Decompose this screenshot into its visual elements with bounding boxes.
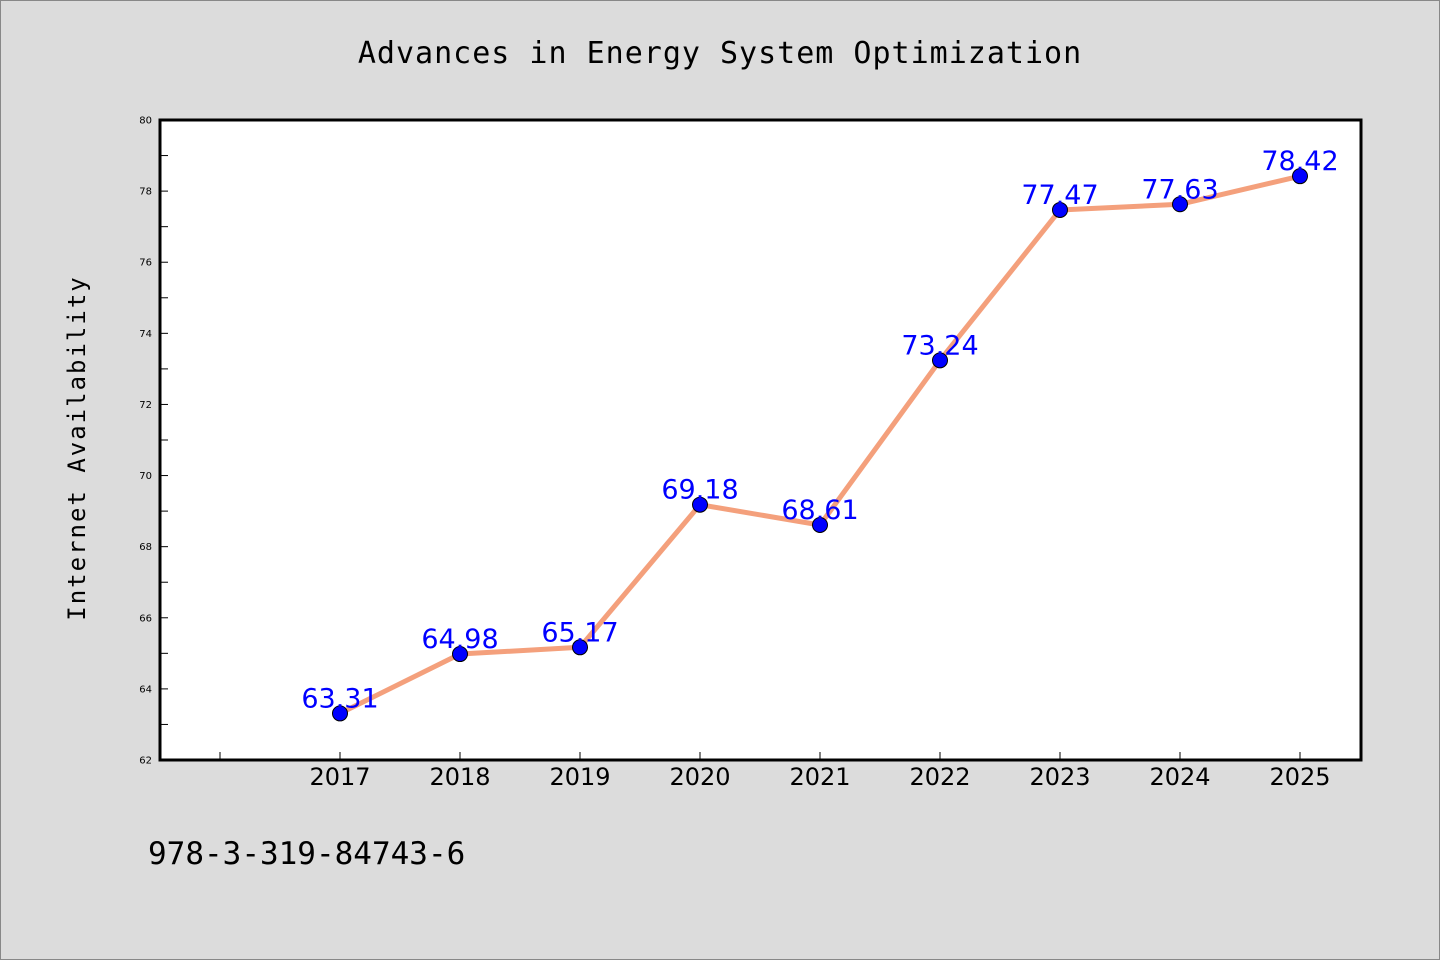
y-tick-label: 62 [139,756,152,767]
y-tick-label: 78 [139,187,152,198]
plot-frame [158,118,1363,762]
y-axis-label: Internet Availability [63,275,91,620]
chart-title: Advances in Energy System Optimization [358,36,1082,71]
data-label: 63.31 [301,683,378,714]
data-label: 73.24 [901,330,978,361]
data-label: 68.61 [781,495,858,526]
data-point [692,496,708,513]
y-tick-label: 76 [139,258,152,269]
data-point [932,352,948,369]
isbn-text: 978-3-319-84743-6 [148,836,465,872]
y-tick-label: 68 [139,542,152,553]
x-axis-ticks: 2017 2018 2019 2020 2021 2022 2023 2024 2025 [219,752,1331,791]
data-point [1172,196,1188,213]
x-tick-label: 2021 [789,763,850,791]
data-point [1292,168,1308,185]
y-tick-label: 80 [139,116,152,127]
data-label: 78.42 [1261,146,1338,177]
data-labels-layer: 63.31 64.98 65.17 69.18 68.61 73.24 77.47 77.63… [301,146,1338,714]
x-tick-label: 2024 [1149,763,1210,791]
data-label: 64.98 [421,624,498,655]
y-tick-label: 64 [139,684,152,695]
data-point [332,705,348,722]
data-label: 77.63 [1141,174,1218,205]
data-label: 77.47 [1021,180,1098,211]
plot-area [160,120,1361,760]
y-tick-label: 74 [139,329,152,340]
x-tick-label: 2019 [549,763,610,791]
series-layer [332,168,1308,722]
x-tick-label: 2018 [429,763,490,791]
x-tick-label: 2025 [1269,763,1330,791]
x-tick-label: 2023 [1029,763,1090,791]
y-tick-label: 70 [139,471,152,482]
x-tick-label: 2020 [669,763,730,791]
data-point [1052,201,1068,218]
y-tick-label: 66 [139,613,152,624]
x-tick-label: 2017 [309,763,370,791]
y-tick-label: 72 [139,400,152,411]
data-label: 65.17 [541,617,618,648]
data-point [572,639,588,656]
data-label: 69.18 [661,475,738,506]
data-point [812,516,828,533]
data-point [452,646,468,663]
x-tick-label: 2022 [909,763,970,791]
